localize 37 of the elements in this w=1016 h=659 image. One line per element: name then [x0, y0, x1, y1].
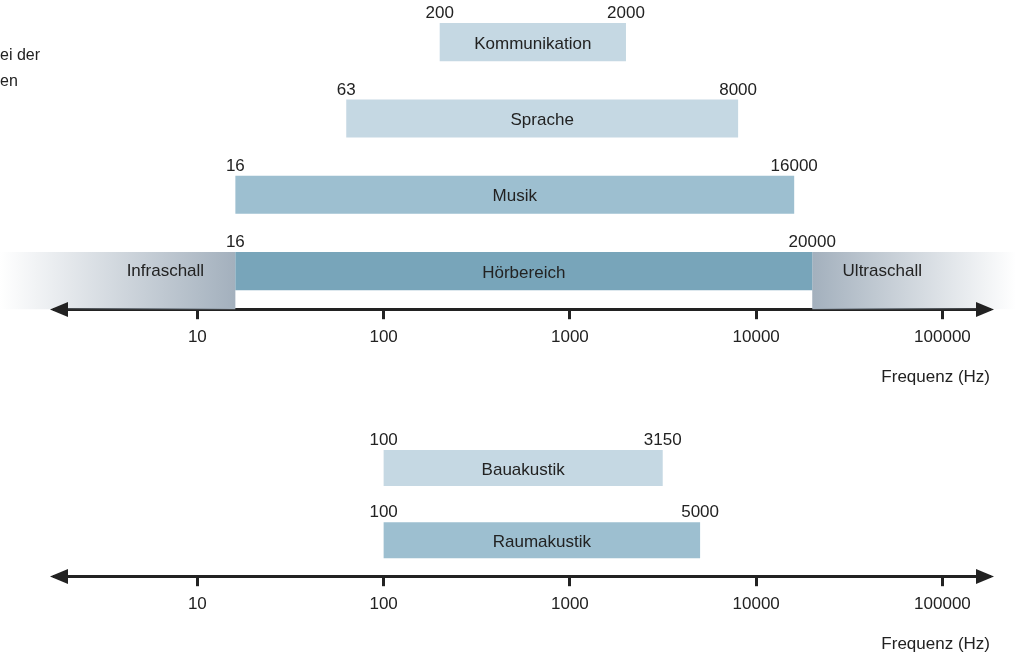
band-label: Infraschall — [126, 260, 205, 280]
annotation: 16 — [225, 232, 245, 252]
y-tick-label: Hörbereich — [482, 262, 566, 282]
x-tick-label: 10 — [187, 327, 207, 347]
annotation: 3150 — [643, 430, 682, 450]
annotation: 5000 — [681, 502, 720, 522]
bar — [235, 175, 795, 214]
annotation: 200 — [425, 3, 454, 23]
x-tick-label: 100000 — [914, 594, 971, 614]
bar — [439, 23, 626, 62]
y-tick-label: Bauakustik — [481, 459, 566, 479]
x-tick-label: 100 — [369, 594, 398, 614]
x-tick-label: 10 — [187, 594, 207, 614]
annotation: 8000 — [719, 79, 758, 99]
annotation: 63 — [336, 79, 356, 99]
y-tick-label: Kommunikation — [474, 33, 592, 53]
annotation: 16 — [225, 155, 245, 175]
x-axis-title: Frequenz (Hz) — [881, 634, 990, 654]
bar — [346, 99, 739, 138]
y-tick-label: Sprache — [510, 110, 574, 130]
annotation: 100 — [369, 430, 398, 450]
x-tick-label: 10000 — [732, 327, 780, 347]
x-tick-label: 1000 — [550, 594, 589, 614]
text: en — [0, 71, 19, 91]
x-tick-label: 10000 — [732, 594, 780, 614]
y-tick-label: Musik — [492, 186, 538, 206]
band-label: Ultraschall — [842, 260, 922, 280]
text: ei der — [0, 45, 41, 65]
x-axis-title: Frequenz (Hz) — [881, 367, 990, 387]
y-tick-label: Raumakustik — [492, 531, 592, 551]
annotation: 16000 — [770, 155, 818, 175]
annotation: 2000 — [607, 3, 645, 23]
x-tick-label: 100000 — [914, 327, 971, 347]
x-tick-label: 1000 — [550, 327, 589, 347]
x-tick-label: 100 — [369, 327, 398, 347]
annotation: 20000 — [788, 232, 836, 252]
annotation: 100 — [369, 502, 398, 522]
